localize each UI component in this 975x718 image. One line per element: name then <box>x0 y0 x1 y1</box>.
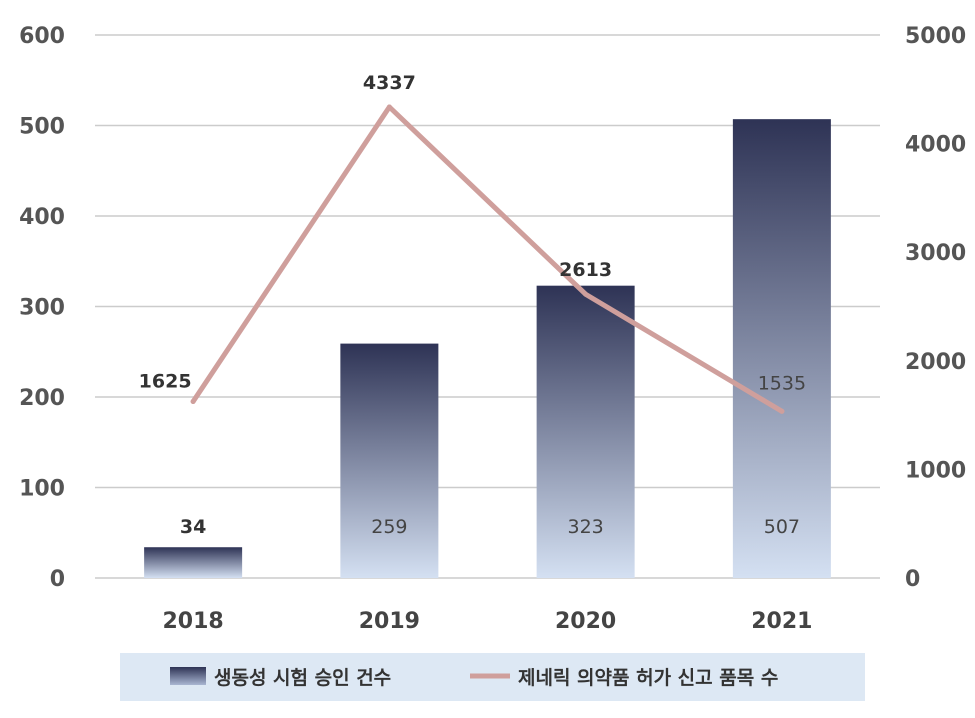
x-tick-label: 2021 <box>751 609 812 634</box>
bar <box>536 285 635 578</box>
line-value-label: 4337 <box>363 72 416 94</box>
legend-line-label: 제네릭 의약품 허가 신고 품목 수 <box>518 667 778 689</box>
left-axis: 0 100 200 300 400 500 600 <box>19 24 65 592</box>
bar-value-label: 507 <box>764 516 800 538</box>
line-path <box>190 104 785 414</box>
bar <box>732 119 831 578</box>
right-axis: 0 1000 2000 3000 4000 5000 <box>905 24 966 592</box>
x-axis: 2018 2019 2020 2021 <box>163 609 813 634</box>
bar-series <box>144 119 831 578</box>
left-tick-label: 400 <box>19 205 65 230</box>
line-value-label: 1535 <box>758 372 806 394</box>
line-point <box>386 104 392 110</box>
left-tick-label: 600 <box>19 24 65 49</box>
bar-value-label: 34 <box>180 516 206 538</box>
left-tick-label: 0 <box>50 567 65 592</box>
right-tick-label: 5000 <box>905 24 966 49</box>
line-point <box>779 408 785 414</box>
line-series <box>190 104 785 414</box>
legend-bar-swatch <box>170 667 206 685</box>
legend: 생동성 시험 승인 건수 제네릭 의약품 허가 신고 품목 수 <box>120 653 865 701</box>
right-tick-label: 0 <box>905 567 920 592</box>
x-tick-label: 2020 <box>555 609 616 634</box>
right-tick-label: 3000 <box>905 241 966 266</box>
gridlines <box>95 34 880 579</box>
line-value-label: 1625 <box>139 371 192 393</box>
right-tick-label: 4000 <box>905 133 966 158</box>
left-tick-label: 100 <box>19 477 65 502</box>
bar-value-label: 323 <box>567 516 603 538</box>
left-tick-label: 500 <box>19 115 65 140</box>
x-tick-label: 2019 <box>359 609 420 634</box>
line-point <box>583 291 589 297</box>
bar <box>144 547 243 578</box>
data-labels: 34 259 323 507 1625 4337 2613 1535 <box>139 72 806 538</box>
right-tick-label: 2000 <box>905 350 966 375</box>
bar <box>340 343 439 578</box>
line-value-label: 2613 <box>559 259 612 281</box>
left-tick-label: 300 <box>19 296 65 321</box>
line-point <box>190 399 196 405</box>
bar-value-label: 259 <box>371 516 407 538</box>
left-tick-label: 200 <box>19 386 65 411</box>
x-tick-label: 2018 <box>163 609 224 634</box>
legend-bar-label: 생동성 시험 승인 건수 <box>214 667 391 689</box>
right-tick-label: 1000 <box>905 458 966 483</box>
